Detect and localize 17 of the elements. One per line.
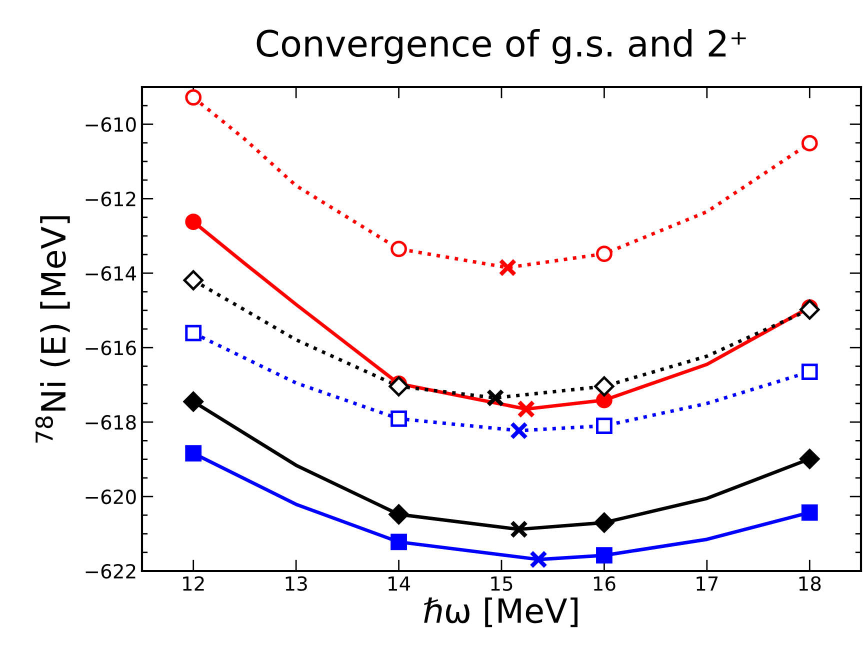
x-tick-label: 18 [799, 576, 821, 591]
y-tick-label: −614 [86, 266, 136, 281]
x-tick-label: 17 [696, 576, 718, 591]
x-tick-label: 16 [594, 576, 616, 591]
x-tick-label: 14 [388, 576, 410, 591]
y-tick-label: −622 [86, 564, 136, 579]
y-tick-label: −616 [86, 340, 136, 356]
y-tick-label: −618 [86, 415, 136, 430]
chart-title: Convergence of g.s. and 2⁺ [256, 29, 746, 64]
x-tick-label: 13 [286, 576, 307, 591]
y-tick-label: −610 [86, 117, 136, 132]
x-axis-title: ℏω [MeV] [424, 597, 578, 628]
x-tick-label: 12 [183, 576, 204, 591]
x-tick-label: 15 [491, 576, 512, 591]
y-tick-label: −620 [86, 489, 136, 504]
y-tick-label: −612 [86, 192, 136, 206]
y-axis-title: $^{78}$Ni (E) [MeV] [35, 216, 70, 443]
